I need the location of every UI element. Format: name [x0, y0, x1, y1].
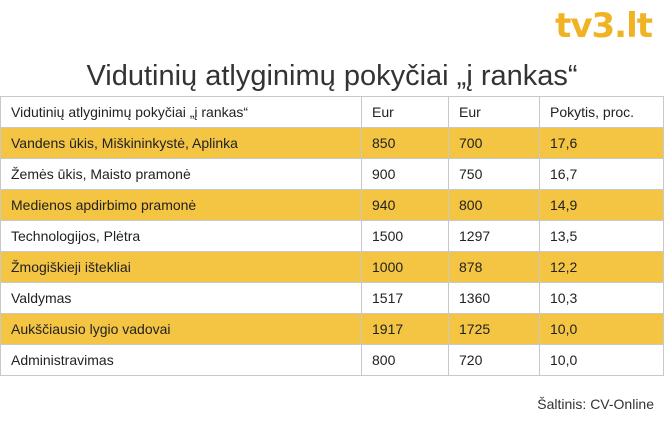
cell-change: 13,5 — [539, 220, 664, 252]
cell-category: Medienos apdirbimo pramonė — [0, 189, 362, 221]
salary-table: Vidutinių atlyginimų pokyčiai „į rankas“… — [0, 96, 664, 376]
cell-eur-2: 720 — [448, 344, 540, 376]
header-category: Vidutinių atlyginimų pokyčiai „į rankas“ — [0, 96, 362, 128]
cell-category: Valdymas — [0, 282, 362, 314]
cell-eur-2: 800 — [448, 189, 540, 221]
cell-change: 14,9 — [539, 189, 664, 221]
table-header-row: Vidutinių atlyginimų pokyčiai „į rankas“… — [0, 96, 664, 128]
table-row: Žmogiškieji ištekliai 1000 878 12,2 — [0, 251, 664, 283]
header-change: Pokytis, proc. — [539, 96, 664, 128]
cell-category: Technologijos, Plėtra — [0, 220, 362, 252]
table-row: Medienos apdirbimo pramonė 940 800 14,9 — [0, 189, 664, 221]
cell-eur-2: 1360 — [448, 282, 540, 314]
cell-category: Administravimas — [0, 344, 362, 376]
table-row: Vandens ūkis, Miškininkystė, Aplinka 850 7… — [0, 127, 664, 159]
cell-change: 17,6 — [539, 127, 664, 159]
table-row: Žemės ūkis, Maisto pramonė 900 750 16,7 — [0, 158, 664, 190]
cell-category: Žemės ūkis, Maisto pramonė — [0, 158, 362, 190]
tv3-logo: tv3.lt — [555, 6, 653, 46]
table-row: Valdymas 1517 1360 10,3 — [0, 282, 664, 314]
cell-category: Vandens ūkis, Miškininkystė, Aplinka — [0, 127, 362, 159]
table-row: Aukščiausio lygio vadovai 1917 1725 10,0 — [0, 313, 664, 345]
chart-title: Vidutinių atlyginimų pokyčiai „į rankas“ — [86, 60, 578, 92]
cell-eur-2: 1725 — [448, 313, 540, 345]
table-row: Administravimas 800 720 10,0 — [0, 344, 664, 376]
cell-eur-2: 1297 — [448, 220, 540, 252]
header-eur-2: Eur — [448, 96, 540, 128]
cell-change: 10,3 — [539, 282, 664, 314]
cell-category: Aukščiausio lygio vadovai — [0, 313, 362, 345]
header-eur-1: Eur — [361, 96, 449, 128]
cell-eur-1: 1917 — [361, 313, 449, 345]
cell-eur-1: 850 — [361, 127, 449, 159]
cell-eur-2: 878 — [448, 251, 540, 283]
cell-change: 10,0 — [539, 344, 664, 376]
cell-eur-2: 750 — [448, 158, 540, 190]
source-note: Šaltinis: CV-Online — [537, 396, 654, 412]
cell-eur-1: 940 — [361, 189, 449, 221]
cell-eur-2: 700 — [448, 127, 540, 159]
table-row: Technologijos, Plėtra 1500 1297 13,5 — [0, 220, 664, 252]
cell-change: 12,2 — [539, 251, 664, 283]
cell-eur-1: 800 — [361, 344, 449, 376]
cell-eur-1: 900 — [361, 158, 449, 190]
cell-eur-1: 1000 — [361, 251, 449, 283]
cell-eur-1: 1517 — [361, 282, 449, 314]
cell-change: 10,0 — [539, 313, 664, 345]
cell-change: 16,7 — [539, 158, 664, 190]
cell-category: Žmogiškieji ištekliai — [0, 251, 362, 283]
cell-eur-1: 1500 — [361, 220, 449, 252]
